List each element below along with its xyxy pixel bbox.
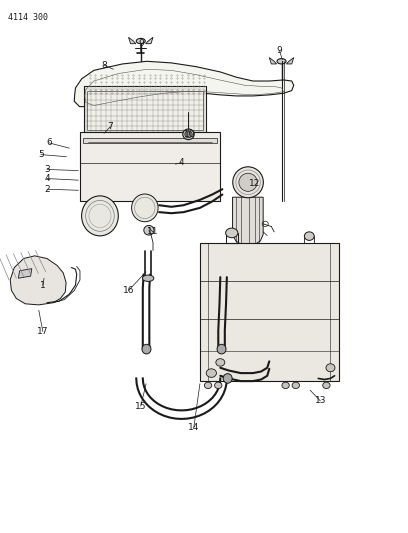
Polygon shape (80, 132, 220, 201)
Ellipse shape (239, 173, 257, 191)
Polygon shape (286, 58, 294, 64)
Text: 16: 16 (123, 286, 134, 295)
Polygon shape (10, 256, 66, 305)
Ellipse shape (223, 374, 232, 383)
Text: 1: 1 (40, 281, 46, 289)
Text: 4114 300: 4114 300 (8, 13, 48, 22)
Text: 13: 13 (315, 397, 326, 405)
Text: 7: 7 (107, 123, 113, 131)
Polygon shape (129, 37, 136, 44)
Polygon shape (18, 269, 32, 278)
Text: 2: 2 (44, 185, 50, 193)
Ellipse shape (206, 369, 216, 377)
Text: 4: 4 (44, 174, 50, 183)
Text: 14: 14 (188, 423, 200, 432)
Polygon shape (233, 197, 263, 244)
Text: 8: 8 (101, 61, 107, 69)
Ellipse shape (226, 228, 238, 238)
Ellipse shape (233, 167, 264, 198)
Text: 17: 17 (37, 327, 49, 336)
Ellipse shape (142, 344, 151, 354)
Ellipse shape (304, 232, 314, 240)
Text: 9: 9 (138, 39, 144, 48)
Ellipse shape (277, 59, 286, 64)
Ellipse shape (282, 382, 289, 389)
Text: 11: 11 (147, 228, 159, 236)
Ellipse shape (292, 382, 299, 389)
Ellipse shape (131, 194, 158, 222)
Polygon shape (269, 58, 277, 64)
Ellipse shape (204, 382, 212, 389)
Polygon shape (84, 86, 206, 134)
Ellipse shape (217, 344, 226, 354)
Ellipse shape (144, 225, 154, 235)
Ellipse shape (215, 382, 222, 389)
Ellipse shape (323, 382, 330, 389)
Text: 3: 3 (44, 165, 50, 174)
Ellipse shape (185, 131, 192, 138)
Ellipse shape (326, 364, 335, 372)
Text: 5: 5 (38, 150, 44, 159)
Polygon shape (83, 138, 217, 143)
Ellipse shape (216, 359, 225, 366)
Polygon shape (146, 37, 153, 44)
Ellipse shape (142, 275, 154, 281)
Ellipse shape (136, 38, 145, 44)
Ellipse shape (82, 196, 118, 236)
Text: 10: 10 (184, 130, 195, 139)
Polygon shape (200, 243, 339, 381)
Text: 15: 15 (135, 402, 146, 410)
Text: 12: 12 (249, 180, 261, 188)
Text: 6: 6 (46, 139, 52, 147)
Ellipse shape (183, 129, 194, 140)
Polygon shape (74, 61, 294, 107)
Text: 9: 9 (277, 46, 282, 55)
Text: 4: 4 (179, 158, 184, 167)
